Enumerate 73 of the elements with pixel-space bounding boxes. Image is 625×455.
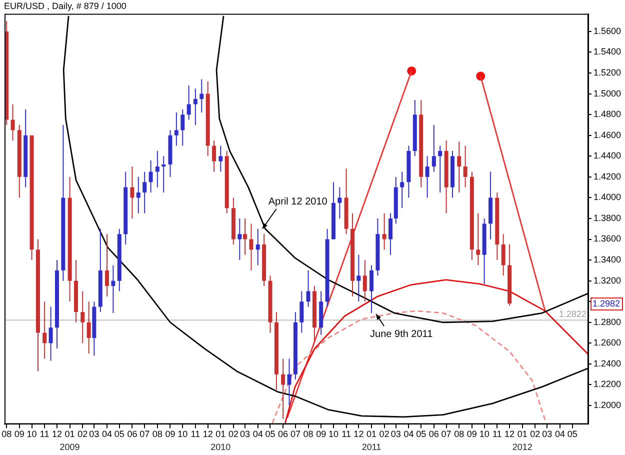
y-tick-label: 1.4000	[593, 192, 622, 202]
y-tick-label: 1.5400	[593, 46, 622, 57]
x-tick-label: 09	[466, 429, 477, 440]
x-tick-label: 10	[26, 429, 37, 440]
y-tick-label: 1.2600	[593, 338, 622, 348]
x-tick-label: 03	[542, 429, 552, 440]
y-tick-label: 1.3400	[593, 254, 622, 265]
y-tick-label: 1.4200	[593, 171, 622, 182]
x-tick-label: 04	[102, 429, 112, 440]
x-tick-label: 06	[278, 429, 288, 440]
x-tick-label: 02	[379, 429, 390, 440]
text: 2010	[210, 442, 231, 452]
x-tick-label: 09	[165, 429, 176, 440]
text: 2009	[60, 442, 80, 452]
x-tick-label: 12	[504, 429, 515, 440]
x-tick-label: 07	[290, 429, 300, 440]
y-tick-label: 1.2200	[593, 379, 622, 390]
y-tick-label: 1.4600	[593, 130, 622, 140]
x-tick-label: 10	[479, 429, 490, 440]
x-tick-label: 01	[366, 429, 377, 440]
x-tick-label: 12	[52, 429, 62, 440]
x-tick-label: 06	[428, 429, 439, 440]
text: 2012	[512, 442, 532, 452]
x-tick-label: 08	[2, 429, 12, 440]
y-tick-label: 1.5000	[593, 88, 622, 98]
x-tick-label: 03	[240, 429, 250, 440]
x-tick-label: 05	[416, 429, 426, 440]
x-tick-label: 05	[567, 429, 578, 440]
x-tick-label: 03	[89, 429, 100, 440]
x-tick-label: 04	[404, 429, 414, 440]
annotation: April 12 2010	[268, 196, 328, 208]
y-tick-label: 1.2000	[593, 400, 622, 410]
x-tick-label: 05	[265, 429, 276, 440]
x-tick-label: 04	[252, 429, 263, 440]
x-tick-label: 04	[554, 429, 565, 440]
x-tick-label: 10	[178, 429, 188, 440]
y-tick-label: 1.3800	[593, 212, 622, 223]
x-tick-label: 09	[316, 429, 326, 440]
y-tick-label: 1.5600	[593, 26, 622, 36]
x-tick-label: 02	[530, 429, 540, 440]
y-tick-label: 1.3200	[593, 275, 622, 286]
x-tick-label: 12	[202, 429, 213, 440]
x-tick-label: 10	[328, 429, 338, 440]
x-tick-label: 01	[216, 429, 226, 440]
y-tick-label: 1.2800	[593, 316, 622, 327]
x-tick-label: 08	[454, 429, 464, 440]
x-tick-label: 07	[441, 429, 452, 440]
x-tick-label: 08	[152, 429, 162, 440]
x-tick-label: 01	[517, 429, 528, 440]
y-tick-label: 1.4800	[593, 109, 622, 120]
x-tick-label: 07	[140, 429, 150, 440]
ref-line-label: 1.2822	[558, 309, 586, 320]
x-tick-label: 03	[390, 429, 401, 440]
x-tick-label: 02	[228, 429, 238, 440]
x-tick-label: 11	[342, 429, 351, 440]
x-tick-label: 09	[14, 429, 24, 440]
x-tick-label: 11	[190, 429, 200, 440]
annotation: June 9th 2011	[370, 328, 434, 340]
text: 2011	[362, 442, 382, 452]
x-tick-label: 01	[64, 429, 75, 440]
y-tick-label: 1.4400	[593, 150, 622, 161]
y-tick-label: 1.2400	[593, 358, 622, 368]
x-tick-label: 08	[303, 429, 314, 440]
x-tick-label: 05	[114, 429, 124, 440]
chart-title: EUR/USD , Daily, # 879 / 1000	[4, 0, 126, 11]
x-tick-label: 11	[492, 429, 502, 440]
x-tick-label: 11	[40, 429, 50, 440]
annotation: 1.2982	[592, 298, 620, 308]
x-tick-label: 02	[78, 429, 88, 440]
y-tick-label: 1.5200	[593, 68, 622, 78]
y-tick-label: 1.3600	[593, 234, 622, 244]
x-tick-label: 06	[127, 429, 138, 440]
x-tick-label: 12	[354, 429, 364, 440]
